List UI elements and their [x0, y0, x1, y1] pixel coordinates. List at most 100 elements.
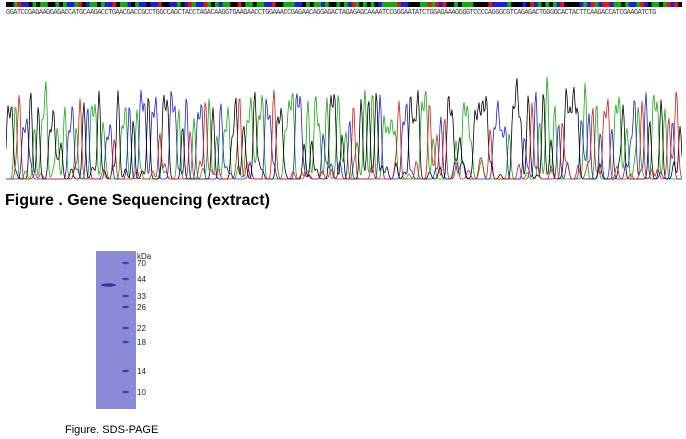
sequence-bar-cell: [211, 2, 216, 7]
gel-image: [96, 251, 136, 409]
sequence-bar-cell: [249, 2, 254, 7]
sequence-bar-cell: [290, 2, 296, 7]
gel-background: [96, 251, 136, 409]
sequence-bar-cell: [450, 2, 455, 7]
sequence-bar-cell: [9, 2, 14, 7]
sequence-bar-cell: [674, 2, 679, 7]
sequence-bar-cell: [541, 2, 546, 7]
sequence-bar-cell: [511, 2, 516, 7]
sequence-bar-cell: [51, 2, 56, 7]
sequence-text: GGATCCGAGAAGGAGACCATGCAAGACCTGAACGACCGCC…: [6, 9, 656, 17]
sequence-bar-cell: [602, 2, 607, 7]
sequence-bar-cell: [173, 2, 178, 7]
sequence-bar-cell: [381, 2, 387, 7]
sequence-bar-cell: [214, 2, 220, 7]
sample-band: [101, 283, 116, 287]
sequence-bar-cell: [17, 2, 22, 7]
sequence-bar-cell: [66, 2, 71, 7]
sequence-bar-cell: [332, 2, 337, 7]
sequence-bar-cell: [302, 2, 307, 7]
sequence-bar-cell: [195, 2, 201, 7]
sequence-bar-cell: [606, 2, 611, 7]
sequence-bar-cell: [416, 2, 421, 7]
sequence-bar-cell: [564, 2, 569, 7]
sequence-bar-cell: [640, 2, 645, 7]
sds-page-gel: [96, 251, 136, 409]
sequence-bar-cell: [28, 2, 33, 7]
sequence-bar-cell: [518, 2, 523, 7]
sequence-bar-cell: [89, 2, 94, 7]
sequence-bar-cell: [499, 2, 504, 7]
sequence-bar-cell: [150, 2, 155, 7]
sequence-bar-cell: [241, 2, 246, 7]
sequence-bar-cell: [454, 2, 459, 7]
sequence-bar-cell: [628, 2, 634, 7]
sequence-bar-cell: [146, 2, 151, 7]
sequencing-chromatogram: [6, 76, 682, 180]
ladder-band-70: [122, 261, 129, 265]
sequence-bar-cell: [351, 2, 356, 7]
sequence-bar-cell: [613, 2, 618, 7]
gene-sequencing-caption: Figure . Gene Sequencing (extract): [5, 192, 270, 209]
marker-label-22: 22: [137, 324, 146, 333]
sequence-bar-cell: [218, 2, 223, 7]
sequence-bar-cell: [169, 2, 174, 7]
sequence-bar-cell: [237, 2, 242, 7]
sequence-bar-cell: [13, 2, 18, 7]
sequence-bar-cell: [123, 2, 128, 7]
sequence-bar-cell: [571, 2, 577, 7]
sequence-bar-cell: [666, 2, 672, 7]
sequence-bar-cell: [423, 2, 428, 7]
sequence-bar-cell: [74, 2, 79, 7]
marker-label-44: 44: [137, 275, 146, 284]
sequence-bar-cell: [583, 2, 588, 7]
sequence-bar-cell: [568, 2, 573, 7]
sequence-bar-cell: [21, 2, 26, 7]
sequence-color-bar: [6, 2, 682, 7]
ladder-band-18: [122, 340, 129, 344]
ladder-band-33: [122, 294, 129, 298]
sequence-bar-cell: [530, 2, 535, 7]
sequence-bar-cell: [435, 2, 440, 7]
sequence-bar-cell: [659, 2, 664, 7]
sequence-bar-cell: [560, 2, 565, 7]
sequence-bar-cell: [119, 2, 125, 7]
sequence-bar-cell: [203, 2, 208, 7]
sequence-bar-cell: [355, 2, 360, 7]
sequence-bar-cell: [222, 2, 227, 7]
sequence-bar-cell: [226, 2, 231, 7]
trace-T: [6, 89, 682, 180]
sequence-bar-cell: [397, 2, 402, 7]
sequence-bar-cell: [36, 2, 41, 7]
marker-label-33: 33: [137, 292, 146, 301]
sequence-bar-cell: [287, 2, 292, 7]
sequence-bar-cell: [321, 2, 326, 7]
sequence-bar-cell: [465, 2, 470, 7]
sequence-bar-cell: [81, 2, 87, 7]
sequence-bar-cell: [587, 2, 592, 7]
sequence-bar-cell: [476, 2, 482, 7]
sequence-bar-cell: [404, 2, 409, 7]
sequence-bar-cell: [598, 2, 603, 7]
marker-label-18: 18: [137, 338, 146, 347]
sequence-bar-cell: [385, 2, 390, 7]
sequence-bar-cell: [469, 2, 474, 7]
sequence-bar-cell: [408, 2, 413, 7]
ladder-band-10: [122, 390, 129, 394]
sequence-bar-cell: [309, 2, 315, 7]
sequence-bar-cell: [165, 2, 170, 7]
sequence-bar-cell: [644, 2, 649, 7]
sequence-bar-cell: [176, 2, 182, 7]
sequence-bar-cell: [47, 2, 52, 7]
sequence-bar-cell: [556, 2, 561, 7]
sequence-bar-cell: [393, 2, 398, 7]
sequence-bar-cell: [651, 2, 656, 7]
sequence-bar-cell: [40, 2, 45, 7]
sequence-bar-cell: [62, 2, 68, 7]
sequence-bar-cell: [32, 2, 37, 7]
sequence-bar-cell: [507, 2, 512, 7]
marker-label-70: 70: [137, 259, 146, 268]
sequence-bar-cell: [347, 2, 352, 7]
sequence-bar-cell: [252, 2, 258, 7]
sequence-bar-cell: [461, 2, 466, 7]
